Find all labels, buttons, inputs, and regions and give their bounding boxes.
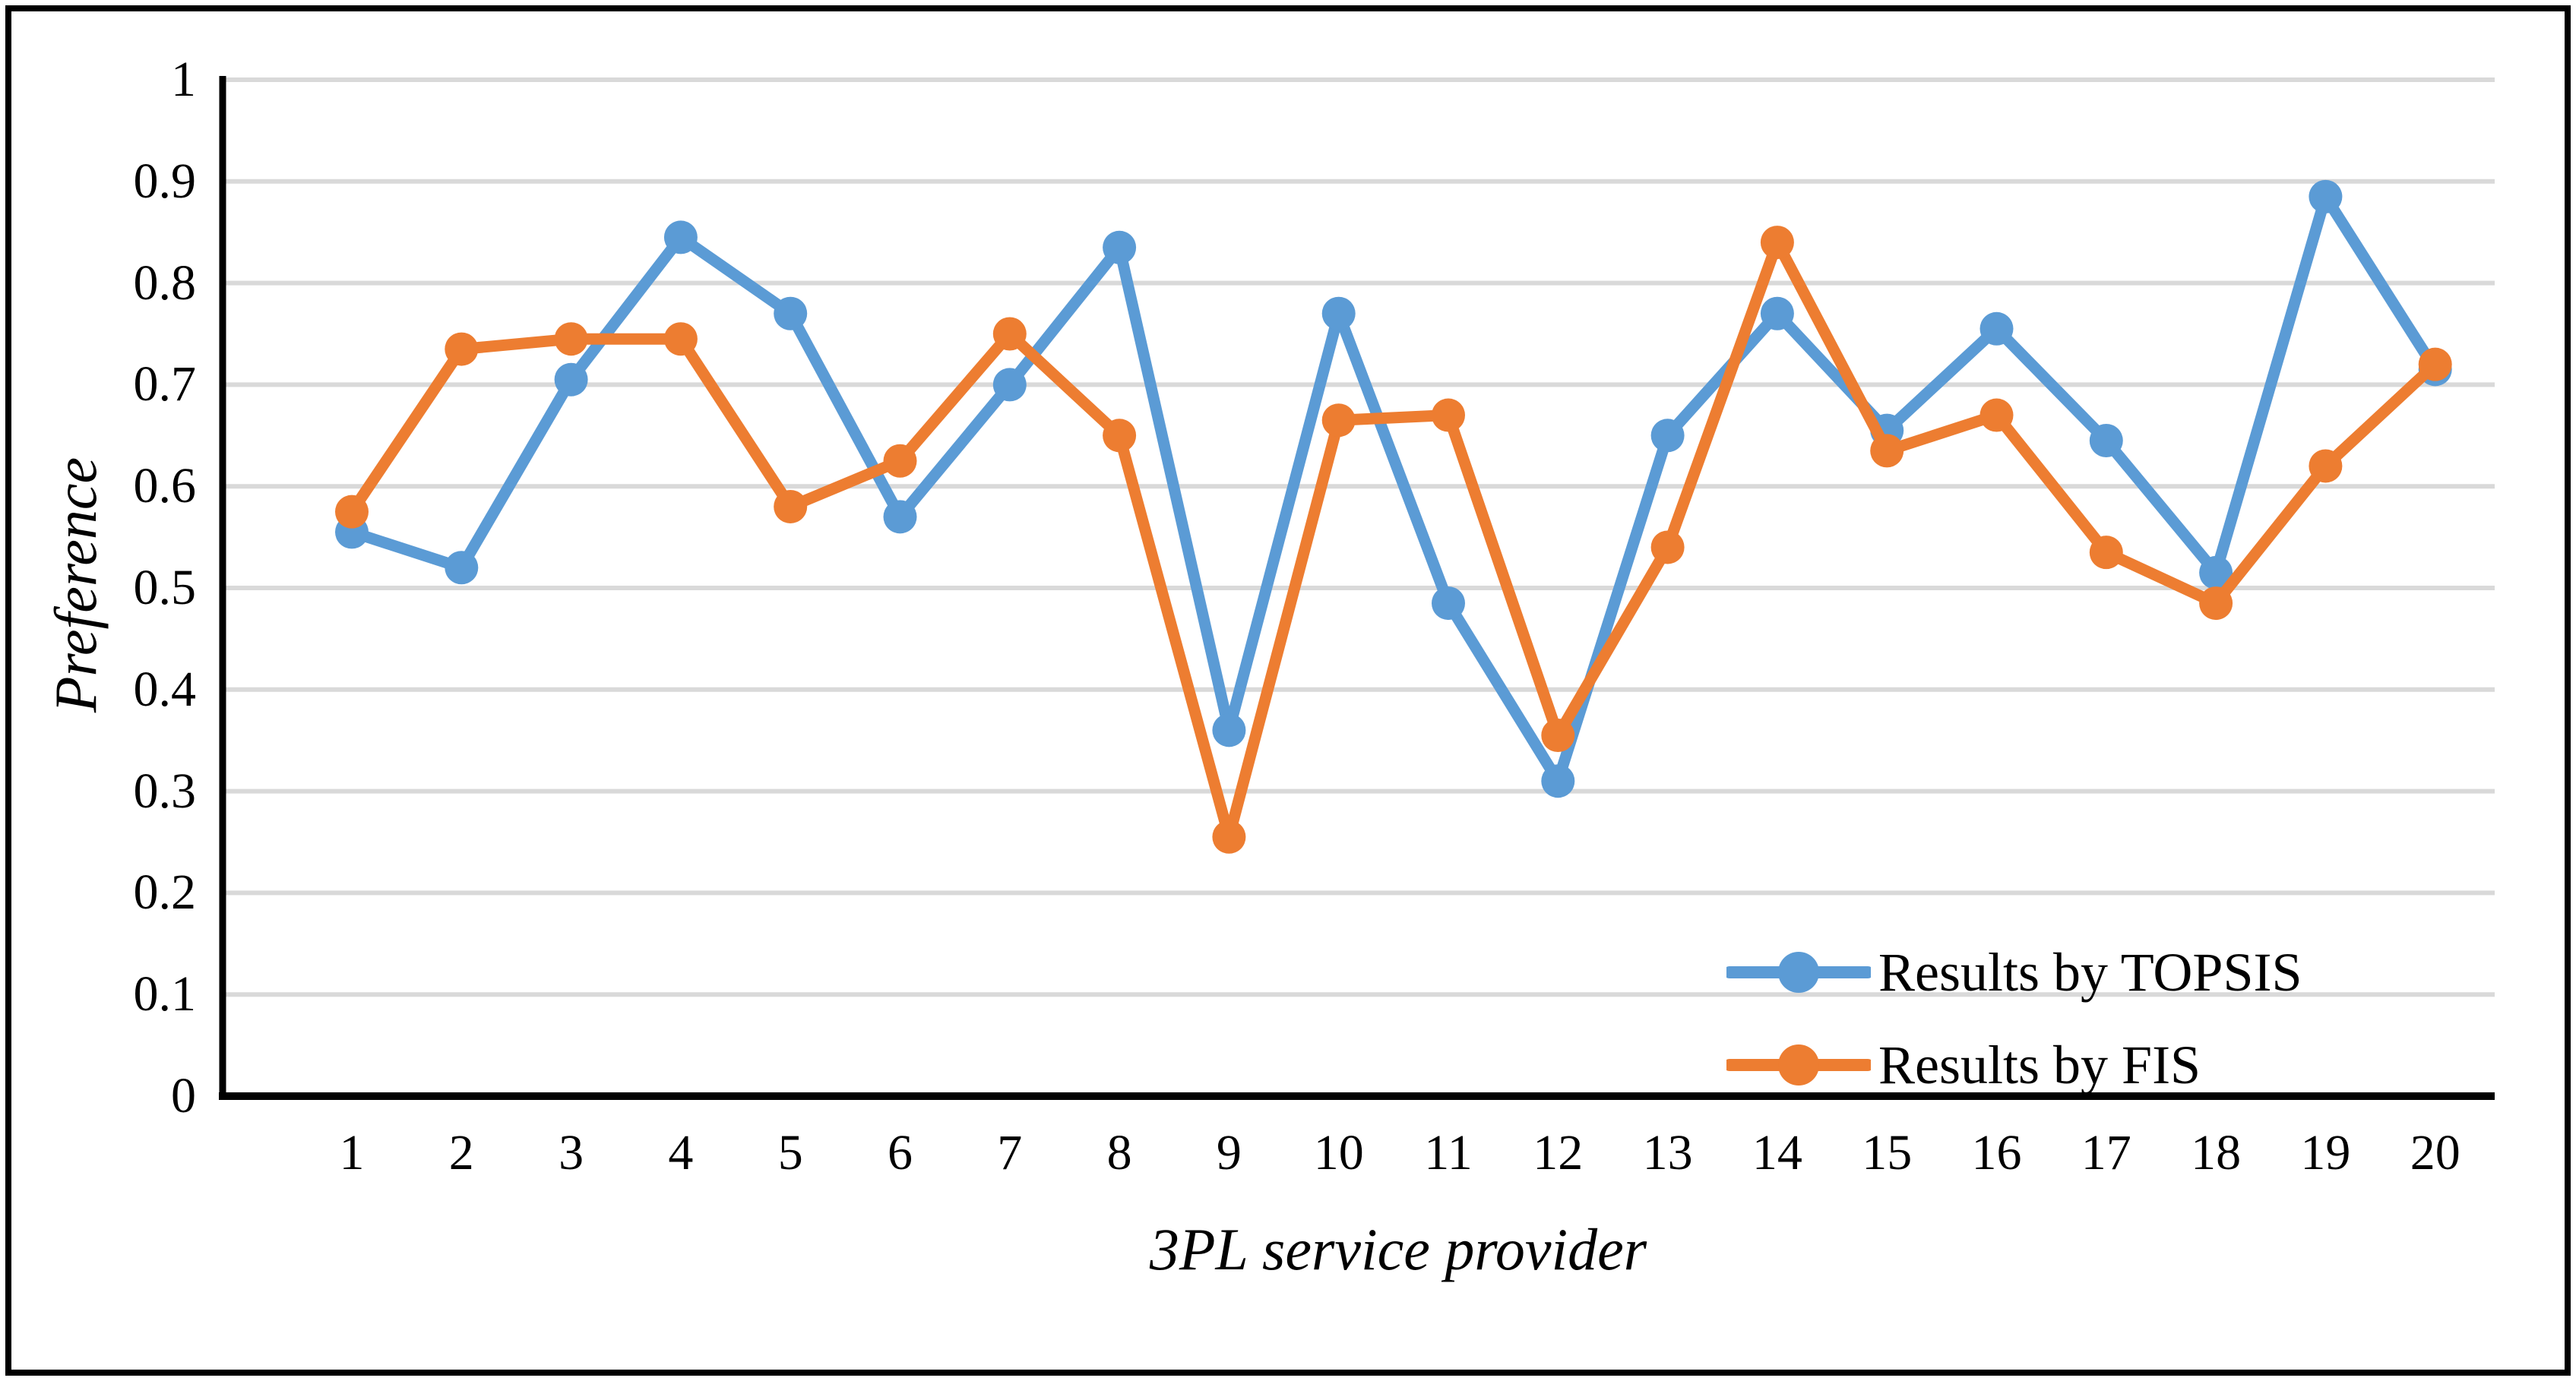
y-tick-label-0.4: 0.4 — [133, 661, 197, 717]
data-point — [883, 444, 917, 478]
data-point — [1650, 419, 1685, 453]
y-tick-label-0: 0 — [171, 1068, 196, 1123]
y-tick-label-0.6: 0.6 — [133, 458, 197, 514]
x-tick-label-17: 17 — [2081, 1125, 2131, 1180]
data-point — [663, 220, 698, 254]
data-point — [2418, 347, 2452, 381]
legend: Results by TOPSIS Results by FIS — [1726, 936, 2302, 1121]
data-point — [445, 332, 479, 366]
data-point — [992, 317, 1027, 351]
x-tick-label-4: 4 — [668, 1125, 694, 1180]
data-point — [1103, 419, 1137, 453]
data-point — [1432, 398, 1465, 432]
legend-marker-fis-icon — [1726, 1044, 1871, 1086]
axes — [219, 76, 2495, 1100]
x-tick-label-16: 16 — [1971, 1125, 2022, 1180]
data-point — [2199, 586, 2233, 621]
data-point — [663, 322, 698, 356]
series-lines — [335, 179, 2452, 854]
y-tick-label-0.8: 0.8 — [133, 254, 197, 311]
data-point — [774, 489, 808, 523]
data-point — [1760, 296, 1794, 330]
x-tick-label-10: 10 — [1313, 1125, 1364, 1180]
x-tick-label-2: 2 — [448, 1125, 474, 1180]
y-tick-label-0.2: 0.2 — [133, 864, 197, 921]
x-tick-label-9: 9 — [1216, 1125, 1242, 1180]
x-tick-label-14: 14 — [1752, 1125, 1802, 1180]
x-tick-label-11: 11 — [1424, 1125, 1473, 1180]
y-tick-label-0.3: 0.3 — [133, 763, 197, 819]
y-tick-label-0.1: 0.1 — [133, 966, 197, 1022]
series-line — [346, 236, 2442, 843]
x-tick-label-12: 12 — [1533, 1125, 1584, 1180]
data-point — [2089, 423, 2123, 457]
x-tick-label-13: 13 — [1642, 1125, 1693, 1180]
data-point — [1870, 434, 1904, 468]
x-tick-label-6: 6 — [888, 1125, 913, 1180]
data-point — [1432, 586, 1465, 621]
x-tick-label-15: 15 — [1862, 1125, 1913, 1180]
y-tick-label-0.5: 0.5 — [133, 560, 197, 615]
data-point — [2309, 179, 2343, 213]
x-tick-label-5: 5 — [777, 1125, 803, 1180]
data-point — [1650, 530, 1685, 564]
y-tick-label-0.7: 0.7 — [133, 356, 197, 412]
data-point — [883, 500, 917, 534]
data-point — [335, 495, 369, 529]
data-point — [1979, 311, 2014, 346]
data-point — [1979, 398, 2014, 432]
x-tick-label-20: 20 — [2410, 1125, 2460, 1180]
data-point — [554, 322, 588, 356]
data-point — [2199, 555, 2233, 589]
legend-label-topsis: Results by TOPSIS — [1878, 941, 2302, 1003]
legend-label-fis: Results by FIS — [1878, 1034, 2201, 1095]
y-tick-label-1: 1 — [171, 52, 196, 107]
data-point — [1212, 713, 1246, 747]
series-line — [346, 191, 2442, 787]
data-point — [2309, 449, 2343, 483]
x-tick-label-18: 18 — [2191, 1125, 2242, 1180]
data-point — [1760, 226, 1794, 260]
x-tick-label-8: 8 — [1106, 1125, 1132, 1180]
legend-entry-fis: Results by FIS — [1726, 1029, 2302, 1101]
y-tick-label-0.9: 0.9 — [133, 153, 197, 209]
data-point — [1541, 719, 1575, 753]
x-tick-label-19: 19 — [2300, 1125, 2351, 1180]
data-point — [774, 296, 808, 330]
data-point — [554, 362, 588, 397]
legend-entry-topsis: Results by TOPSIS — [1726, 936, 2302, 1009]
data-point — [1212, 820, 1246, 854]
gridlines — [223, 77, 2495, 997]
x-axis-title: 3PL service provider — [1149, 1216, 1647, 1282]
data-point — [1321, 403, 1356, 438]
data-point — [992, 368, 1027, 402]
legend-marker-topsis-icon — [1726, 952, 1871, 993]
x-tick-label-7: 7 — [997, 1125, 1023, 1180]
data-point — [1103, 230, 1137, 264]
y-axis-title: Preference — [43, 457, 109, 713]
series-topsis — [335, 179, 2452, 798]
data-point — [1321, 296, 1356, 330]
series-fis — [335, 226, 2452, 854]
data-point — [445, 551, 479, 585]
data-point — [1541, 764, 1575, 798]
x-tick-label-1: 1 — [339, 1125, 365, 1180]
data-point — [2089, 536, 2123, 570]
x-tick-label-3: 3 — [559, 1125, 584, 1180]
